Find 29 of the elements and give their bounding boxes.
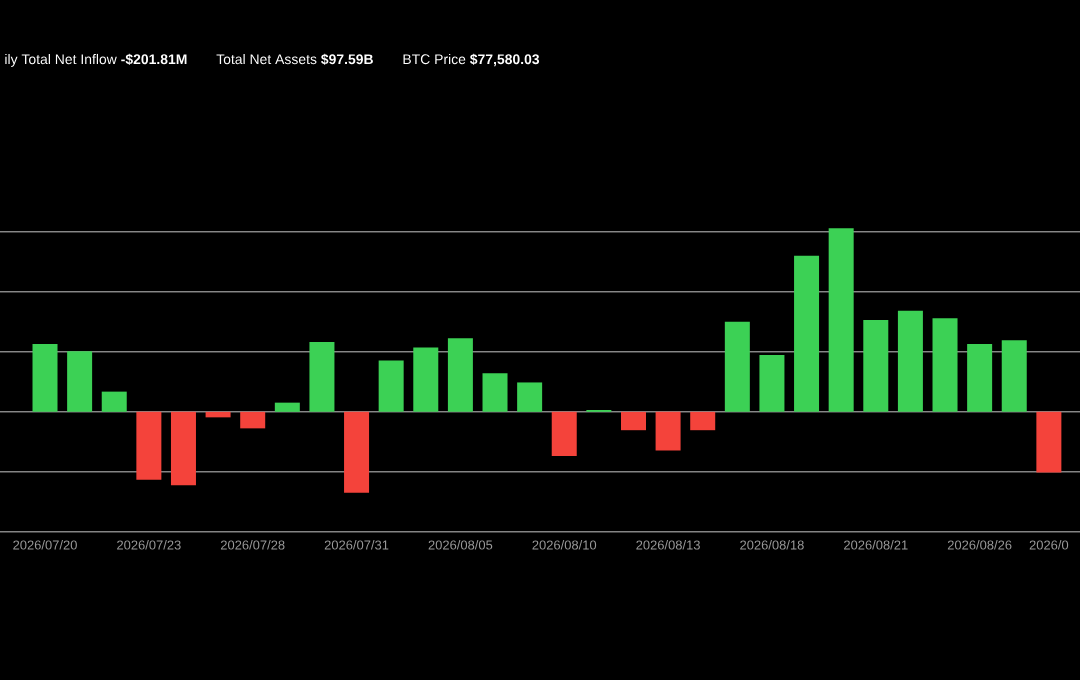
bar xyxy=(620,411,646,431)
bar xyxy=(205,411,231,418)
bar xyxy=(828,228,854,412)
bar xyxy=(32,343,58,412)
bar xyxy=(690,411,716,431)
bar xyxy=(101,391,127,412)
bar xyxy=(967,343,993,412)
bar xyxy=(863,319,889,412)
bar xyxy=(309,342,335,412)
bar xyxy=(1036,411,1062,473)
bar xyxy=(655,411,681,451)
bar xyxy=(1001,340,1027,412)
bar xyxy=(413,347,439,412)
bar xyxy=(517,382,543,412)
bar xyxy=(274,402,300,412)
bar xyxy=(67,351,93,412)
bar xyxy=(724,321,750,412)
bar xyxy=(240,411,266,429)
bar xyxy=(551,411,577,456)
bar xyxy=(932,318,958,412)
bar xyxy=(794,255,820,412)
bar xyxy=(482,373,508,412)
bar xyxy=(897,310,923,412)
bar xyxy=(344,411,370,493)
bar xyxy=(378,360,404,412)
bar xyxy=(170,411,196,486)
bar xyxy=(447,338,473,412)
bar xyxy=(759,354,785,412)
bar xyxy=(136,411,162,480)
